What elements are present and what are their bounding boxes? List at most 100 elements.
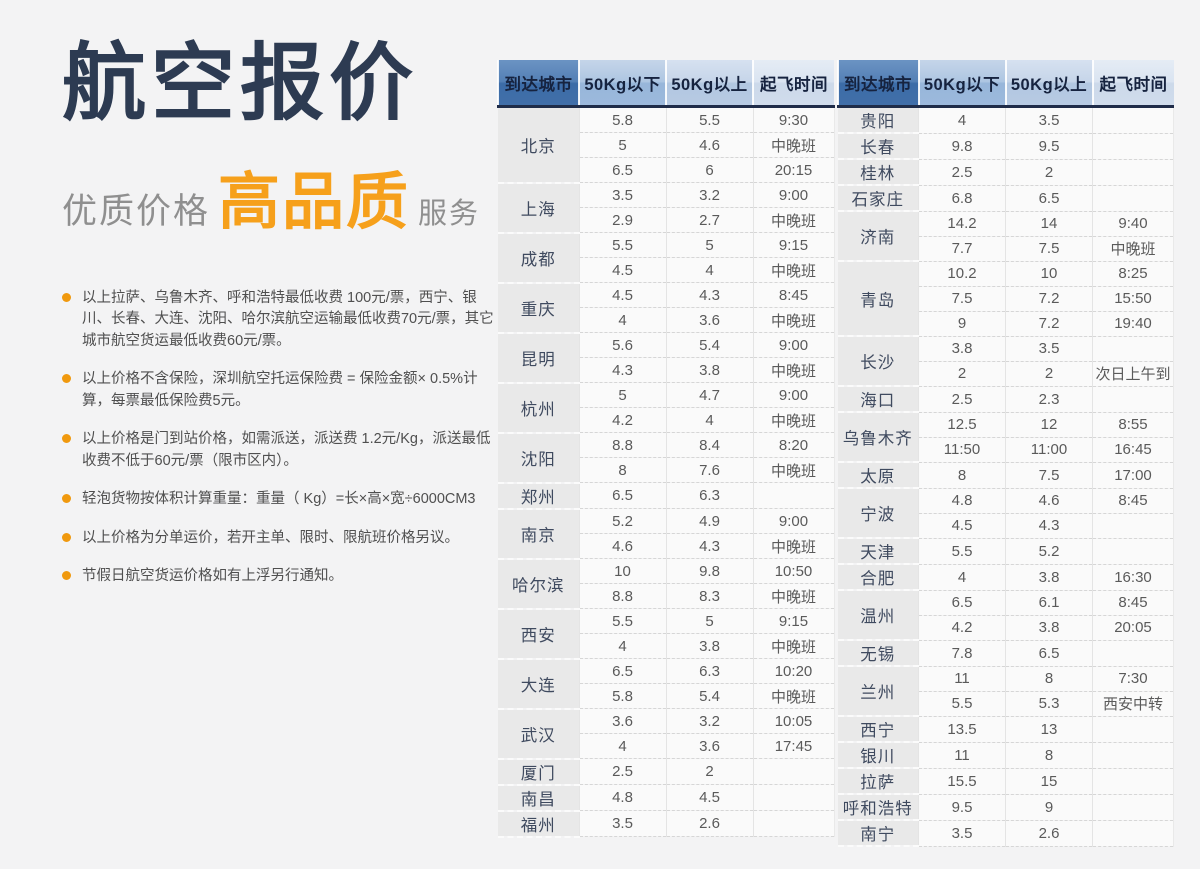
under-50kg-price-cell: 9.5	[918, 794, 1006, 821]
departure-time-cell: 9:15	[752, 608, 835, 634]
table-row: 4 3.8 中晚班	[498, 633, 835, 659]
table-row: 厦门 2.5 2	[498, 758, 835, 786]
departure-time-cell: 中晚班	[752, 683, 835, 709]
over-50kg-price-cell: 6.3	[665, 482, 753, 509]
city-cell: 武汉	[498, 708, 579, 760]
departure-time-cell: 中晚班	[1092, 236, 1174, 262]
under-50kg-price-cell: 10	[578, 558, 666, 584]
note-text: 以上价格不含保险，深圳航空托运保险费 = 保险金额× 0.5%计算，每票最低保险…	[82, 371, 478, 409]
over-50kg-price-cell: 4.9	[665, 508, 753, 534]
bullet-dot-icon	[62, 293, 71, 302]
city-cell: 桂林	[837, 159, 919, 186]
over-50kg-price-cell: 5.4	[665, 332, 753, 358]
under-50kg-price-cell: 11	[918, 666, 1006, 692]
over-50kg-price-cell: 6.5	[1005, 640, 1093, 667]
under-50kg-price-cell: 4	[918, 564, 1006, 591]
departure-time-cell: 10:20	[752, 658, 835, 684]
table-row: 武汉 3.6 3.2 10:05	[498, 708, 835, 760]
table-row: 4.2 4 中晚班	[498, 407, 835, 433]
departure-time-cell: 19:40	[1092, 311, 1174, 337]
departure-time-cell: 9:40	[1092, 211, 1174, 237]
city-cell: 郑州	[498, 482, 579, 510]
over-50kg-price-cell: 2.6	[1005, 820, 1093, 847]
under-50kg-price-cell: 4.5	[578, 282, 666, 308]
over-50kg-price-cell: 4.3	[665, 282, 753, 308]
under-50kg-price-cell: 3.5	[578, 810, 666, 837]
table-row: 2 2 次日上午到	[838, 361, 1174, 387]
column-header-under-50kg: 50Kg以下	[578, 60, 666, 108]
note-item: 以上拉萨、乌鲁木齐、呼和浩特最低收费 100元/票，西宁、银川、长春、大连、沈阳…	[62, 288, 498, 352]
note-item: 节假日航空货运价格如有上浮另行通知。	[62, 566, 498, 587]
note-text: 节假日航空货运价格如有上浮另行通知。	[82, 568, 343, 585]
table-row: 6.5 6 20:15	[498, 157, 835, 183]
city-cell: 呼和浩特	[837, 794, 919, 821]
over-50kg-price-cell: 3.2	[665, 182, 753, 208]
table-row: 合肥 4 3.8 16:30	[837, 564, 1174, 591]
table-row: 8.8 8.3 中晚班	[498, 583, 835, 609]
departure-time-cell: 9:30	[752, 106, 835, 133]
departure-time-cell	[1092, 768, 1174, 795]
under-50kg-price-cell: 5.5	[578, 232, 666, 258]
over-50kg-price-cell: 6.1	[1005, 590, 1093, 616]
table-row: 7.5 7.2 15:50	[838, 286, 1174, 312]
over-50kg-price-cell: 3.6	[665, 307, 753, 333]
over-50kg-price-cell: 3.8	[665, 633, 753, 659]
city-cell: 南昌	[498, 784, 579, 812]
table-row: 上海 3.5 3.2 9:00	[498, 182, 835, 234]
table-row: 太原 8 7.5 17:00	[837, 462, 1174, 489]
over-50kg-price-cell: 2.3	[1005, 386, 1093, 413]
departure-time-cell: 9:15	[752, 232, 835, 258]
over-50kg-price-cell: 6.5	[1005, 185, 1093, 212]
column-header-over-50kg: 50Kg以上	[665, 60, 753, 108]
table-row: 2.9 2.7 中晚班	[498, 207, 835, 233]
under-50kg-price-cell: 4.8	[578, 784, 666, 811]
table-row: 9 7.2 19:40	[838, 311, 1174, 337]
departure-time-cell: 中晚班	[752, 307, 835, 333]
header-row: 到达城市 50Kg以下 50Kg以上 起飞时间	[497, 60, 834, 108]
price-table-left-container: 到达城市 50Kg以下 50Kg以上 起飞时间 北京 5.8 5.5 9:30 5 4.6 中晚班 6…	[497, 60, 835, 847]
departure-time-cell	[1092, 336, 1174, 362]
table-row: 石家庄 6.8 6.5	[837, 185, 1174, 212]
departure-time-cell: 8:20	[752, 432, 835, 458]
column-header-destination-city: 到达城市	[497, 60, 579, 108]
over-50kg-price-cell: 11:00	[1005, 437, 1093, 463]
under-50kg-price-cell: 5	[578, 382, 666, 408]
over-50kg-price-cell: 5.2	[1005, 538, 1093, 565]
table-row: 温州 6.5 6.1 8:45	[837, 590, 1174, 641]
over-50kg-price-cell: 4.5	[665, 784, 753, 811]
over-50kg-price-cell: 6.3	[665, 658, 753, 684]
subtitle-right: 服务	[418, 197, 481, 230]
table-row: 青岛 10.2 10 8:25	[837, 261, 1174, 337]
over-50kg-price-cell: 3.5	[1005, 336, 1093, 362]
city-cell: 西安	[498, 608, 579, 660]
table-row: 5.8 5.4 中晚班	[498, 683, 835, 709]
table-row: 哈尔滨 10 9.8 10:50	[498, 558, 835, 610]
under-50kg-price-cell: 2.9	[578, 207, 666, 233]
note-item: 以上价格是门到站价格，如需派送，派送费 1.2元/Kg，派送最低收费不低于60元…	[62, 429, 498, 472]
city-cell: 南宁	[837, 820, 919, 847]
note-text: 轻泡货物按体积计算重量：重量（ Kg）=长×高×宽÷6000CM3	[82, 491, 476, 508]
over-50kg-price-cell: 5	[665, 232, 753, 258]
city-cell: 厦门	[498, 758, 579, 786]
under-50kg-price-cell: 7.8	[918, 640, 1006, 667]
under-50kg-price-cell: 2.5	[578, 758, 666, 785]
table-row: 桂林 2.5 2	[837, 159, 1174, 186]
over-50kg-price-cell: 9	[1005, 794, 1093, 821]
over-50kg-price-cell: 5.4	[665, 683, 753, 709]
under-50kg-price-cell: 5.5	[918, 538, 1006, 565]
departure-time-cell: 20:05	[1092, 615, 1174, 641]
city-cell: 银川	[837, 742, 919, 769]
table-row: 济南 14.2 14 9:40	[837, 211, 1174, 262]
table-row: 郑州 6.5 6.3	[498, 482, 835, 510]
table-row: 昆明 5.6 5.4 9:00	[498, 332, 835, 384]
city-cell: 贵阳	[837, 106, 919, 134]
over-50kg-price-cell: 2	[665, 758, 753, 785]
city-cell: 无锡	[837, 640, 919, 667]
over-50kg-price-cell: 2.7	[665, 207, 753, 233]
table-row: 杭州 5 4.7 9:00	[498, 382, 835, 434]
departure-time-cell: 8:25	[1092, 261, 1174, 287]
under-50kg-price-cell: 5.8	[578, 106, 666, 133]
table-row: 4.6 4.3 中晚班	[498, 533, 835, 559]
under-50kg-price-cell: 9.8	[918, 133, 1006, 160]
table-row: 南昌 4.8 4.5	[498, 784, 835, 812]
